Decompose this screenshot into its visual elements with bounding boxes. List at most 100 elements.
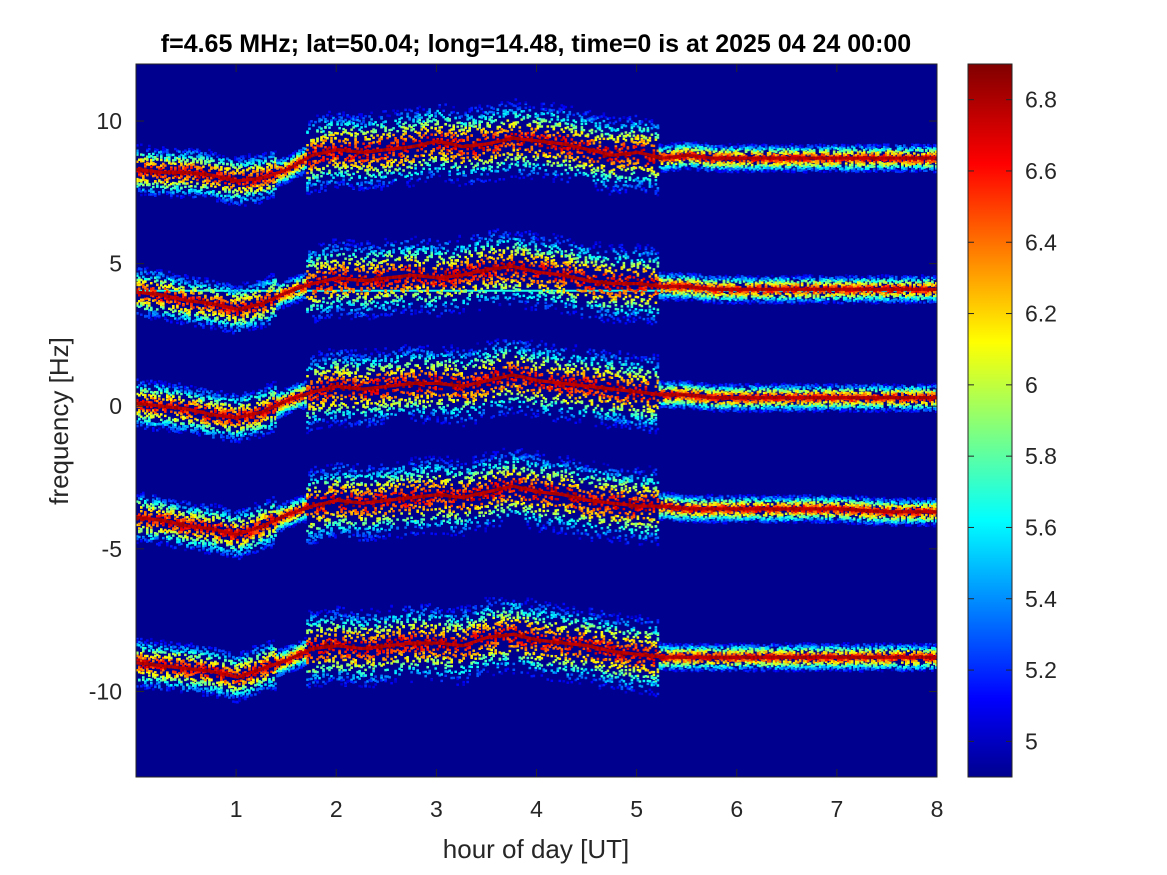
spectrogram-cell <box>422 120 425 123</box>
spectrogram-cell <box>606 147 610 150</box>
spectrogram-cell <box>360 159 363 162</box>
spectrogram-cell <box>274 180 277 184</box>
trace-ridge-cell <box>382 148 386 152</box>
spectrogram-cell <box>512 145 516 148</box>
trace-ridge-cell <box>198 172 201 176</box>
spectrogram-cell <box>406 158 409 162</box>
spectrogram-cell <box>518 102 522 105</box>
spectrogram-cell <box>454 116 457 120</box>
spectrogram-cell <box>246 191 249 194</box>
spectrogram-cell <box>190 156 193 159</box>
spectrogram-cell <box>646 178 650 181</box>
spectrogram-cell <box>504 109 508 112</box>
spectrogram-cell <box>474 157 477 160</box>
spectrogram-cell <box>186 163 189 167</box>
spectrogram-cell <box>418 105 421 108</box>
spectrogram-cell <box>742 160 746 163</box>
spectrogram-cell <box>528 173 532 176</box>
spectrogram-cell <box>534 127 538 131</box>
spectrogram-cell <box>580 119 584 123</box>
spectrogram-cell <box>218 154 221 157</box>
spectrogram-cell <box>442 147 445 151</box>
spectrogram-cell <box>448 149 451 153</box>
spectrogram-cell <box>316 114 319 117</box>
spectrogram-cell <box>542 112 546 116</box>
spectrogram-cell <box>258 162 261 165</box>
spectrogram-cell <box>624 190 628 194</box>
spectrogram-cell <box>390 172 393 175</box>
spectrogram-cell <box>220 177 223 181</box>
spectrogram-cell <box>374 186 377 190</box>
spectrogram-cell <box>644 190 648 194</box>
spectrogram-cell <box>414 112 417 115</box>
trace-ridge-cell <box>154 170 157 174</box>
spectrogram-cell <box>486 125 489 128</box>
spectrogram-cell <box>192 160 195 163</box>
spectrogram-cell <box>498 148 502 151</box>
spectrogram-cell <box>188 175 191 179</box>
spectrogram-cell <box>422 126 425 129</box>
spectrogram-cell <box>328 169 331 172</box>
trace-ridge-cell <box>586 148 590 152</box>
spectrogram-cell <box>620 147 624 150</box>
spectrogram-cell <box>238 188 241 191</box>
spectrogram-cell <box>632 145 636 148</box>
spectrogram-cell <box>240 197 243 200</box>
spectrogram-cell <box>306 144 309 147</box>
spectrogram-cell <box>418 131 421 135</box>
spectrogram-cell <box>340 180 343 184</box>
spectrogram-cell <box>310 190 313 194</box>
spectrogram-cell <box>616 190 620 193</box>
spectrogram-cell <box>190 180 193 184</box>
spectrogram-cell <box>272 160 275 164</box>
spectrogram-cell <box>192 196 195 199</box>
spectrogram-cell <box>516 103 520 106</box>
spectrogram-cell <box>310 171 313 174</box>
spectrogram-cell <box>816 160 820 163</box>
spectrogram-cell <box>538 136 542 139</box>
spectrogram-cell <box>492 133 495 136</box>
spectrogram-cell <box>460 115 463 118</box>
spectrogram-cell <box>646 126 650 130</box>
spectrogram-cell <box>530 177 534 181</box>
spectrogram-cell <box>206 179 209 182</box>
spectrogram-cell <box>612 122 616 125</box>
spectrogram-cell <box>156 176 159 179</box>
spectrogram-cell <box>210 150 213 154</box>
spectrogram-cell <box>264 151 267 155</box>
trace-ridge-cell <box>422 142 426 146</box>
spectrogram-cell <box>354 140 357 144</box>
spectrogram-cell <box>466 152 469 155</box>
spectrogram-cell <box>358 128 361 131</box>
spectrogram-cell <box>368 164 371 167</box>
spectrogram-cell <box>646 139 650 142</box>
spectrogram-cell <box>570 128 574 131</box>
spectrogram-cell <box>420 148 423 151</box>
spectrogram-cell <box>376 160 379 163</box>
spectrogram-cell <box>250 162 253 165</box>
spectrogram-cell <box>658 148 662 151</box>
spectrogram-cell <box>202 180 205 183</box>
trace-ridge-cell <box>338 148 342 152</box>
spectrogram-cell <box>340 166 343 169</box>
spectrogram-cell <box>228 190 231 194</box>
spectrogram-cell <box>380 156 383 160</box>
spectrogram-cell <box>330 121 333 124</box>
spectrogram-cell <box>562 159 566 163</box>
spectrogram-cell <box>508 153 512 156</box>
spectrogram-cell <box>452 110 455 114</box>
spectrogram-cell <box>480 159 483 162</box>
spectrogram-cell <box>226 175 229 178</box>
spectrogram-cell <box>462 122 465 126</box>
spectrogram-cell <box>158 151 161 154</box>
spectrogram-cell <box>570 156 574 159</box>
spectrogram-cell <box>496 134 500 137</box>
spectrogram-cell <box>152 190 155 193</box>
spectrogram-cell <box>170 182 173 186</box>
spectrogram-cell <box>574 141 578 144</box>
spectrogram-cell <box>584 122 588 125</box>
spectrogram-cell <box>208 164 211 167</box>
spectrogram-cell <box>568 154 572 157</box>
spectrogram-cell <box>396 109 399 113</box>
spectrogram-cell <box>532 106 536 109</box>
